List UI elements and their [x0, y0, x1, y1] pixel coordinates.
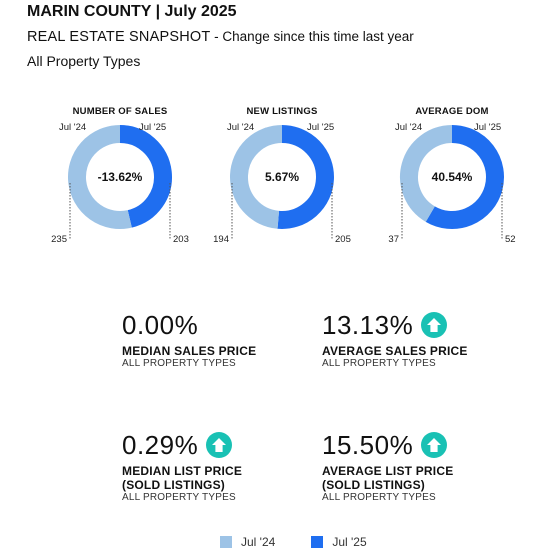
kpi-value-wrap: 15.50%	[322, 430, 448, 460]
donut-slice-prev	[230, 125, 283, 229]
donut-svg: 40.54% 37 52	[388, 125, 516, 245]
legend-label: Jul '24	[241, 535, 276, 549]
donut-title: AVERAGE DOM	[415, 106, 489, 117]
donut-slice-prev	[68, 125, 132, 229]
donut-center-label: 40.54%	[432, 170, 473, 184]
page-title: MARIN COUNTY | July 2025	[27, 3, 237, 20]
kpi-label: AVERAGE SALES PRICE	[322, 344, 468, 358]
donut-prev-label: Jul '24	[395, 122, 423, 133]
donut-center-label: -13.62%	[98, 170, 143, 184]
kpi-value: 0.29%	[122, 430, 199, 460]
up-arrow-icon	[421, 432, 448, 458]
donut-value-prev: 194	[213, 234, 229, 245]
chart-legend: Jul '24 Jul '25	[220, 535, 403, 549]
kpi-value: 13.13%	[322, 310, 414, 340]
donut-svg: -13.62% 235 203	[51, 125, 189, 245]
header: MARIN COUNTY | July 2025 REAL ESTATE SNA…	[27, 2, 414, 71]
legend-label: Jul '25	[332, 535, 367, 549]
donut-value-prev: 235	[51, 234, 67, 245]
donut-average-dom: 40.54% 37 52 AVERAGE DOM Jul '24 Jul '25	[377, 100, 527, 250]
kpi-label: MEDIAN SALES PRICE	[122, 344, 257, 358]
legend-swatch	[311, 536, 324, 548]
legend-item-prev: Jul '24	[220, 535, 275, 549]
donut-svg: 5.67% 194 205	[213, 125, 351, 245]
legend-swatch	[220, 536, 232, 548]
donut-slice-curr	[425, 125, 504, 229]
up-arrow-icon	[206, 432, 233, 458]
kpi-label-2: (SOLD LISTINGS)	[122, 478, 225, 492]
donut-slice-curr	[119, 125, 172, 228]
donut-new-listings: 5.67% 194 205 NEW LISTINGS Jul '24 Jul '25	[207, 100, 357, 250]
kpi-value-wrap: 13.13%	[322, 310, 448, 340]
subtitle-note: - Change since this time last year	[210, 29, 414, 44]
kpi-median-sales-price: 0.00% MEDIAN SALES PRICE ALL PROPERTY TY…	[122, 310, 256, 370]
kpi-sub: ALL PROPERTY TYPES	[122, 492, 236, 503]
kpi-sub: ALL PROPERTY TYPES	[322, 358, 436, 369]
kpi-median-list-price: 0.29% MEDIAN LIST PRICE (SOLD LISTINGS) …	[122, 430, 242, 504]
kpi-sub: ALL PROPERTY TYPES	[122, 358, 236, 369]
donut-value-curr: 203	[173, 234, 189, 245]
donut-slice-prev	[400, 125, 453, 222]
subtitle-main: REAL ESTATE SNAPSHOT	[27, 29, 211, 45]
kpi-label-2: (SOLD LISTINGS)	[322, 478, 425, 492]
kpi-label: AVERAGE LIST PRICE	[322, 464, 454, 478]
donut-prev-label: Jul '24	[59, 122, 87, 133]
donut-prev-label: Jul '24	[227, 122, 255, 133]
donut-center-label: 5.67%	[265, 170, 299, 184]
donut-value-prev: 37	[388, 234, 399, 245]
donut-value-curr: 52	[505, 234, 516, 245]
kpi-sub: ALL PROPERTY TYPES	[322, 492, 436, 503]
kpi-average-list-price: 15.50% AVERAGE LIST PRICE (SOLD LISTINGS…	[322, 430, 453, 504]
donut-title: NEW LISTINGS	[246, 106, 318, 117]
kpi-value: 0.00%	[122, 310, 199, 340]
property-types-label: All Property Types	[27, 53, 141, 69]
donut-curr-label: Jul '25	[139, 122, 167, 133]
kpi-value: 15.50%	[322, 430, 414, 460]
donut-value-curr: 205	[335, 234, 351, 245]
kpi-value-wrap: 0.00%	[122, 310, 198, 340]
donut-number-of-sales: -13.62% 235 203 NUMBER OF SALES Jul '24 Ju…	[45, 100, 195, 250]
donut-curr-label: Jul '25	[307, 122, 335, 133]
page-subtitle: REAL ESTATE SNAPSHOT - Change since this…	[27, 27, 414, 47]
up-arrow-icon	[421, 312, 448, 338]
kpi-value-wrap: 0.29%	[122, 430, 233, 460]
legend-item-curr: Jul '25	[311, 535, 367, 549]
kpi-average-sales-price: 13.13% AVERAGE SALES PRICE ALL PROPERTY …	[322, 310, 468, 370]
donut-slice-curr	[277, 125, 334, 229]
donut-title: NUMBER OF SALES	[72, 106, 168, 117]
kpi-label: MEDIAN LIST PRICE	[122, 464, 243, 478]
donut-curr-label: Jul '25	[474, 122, 502, 133]
